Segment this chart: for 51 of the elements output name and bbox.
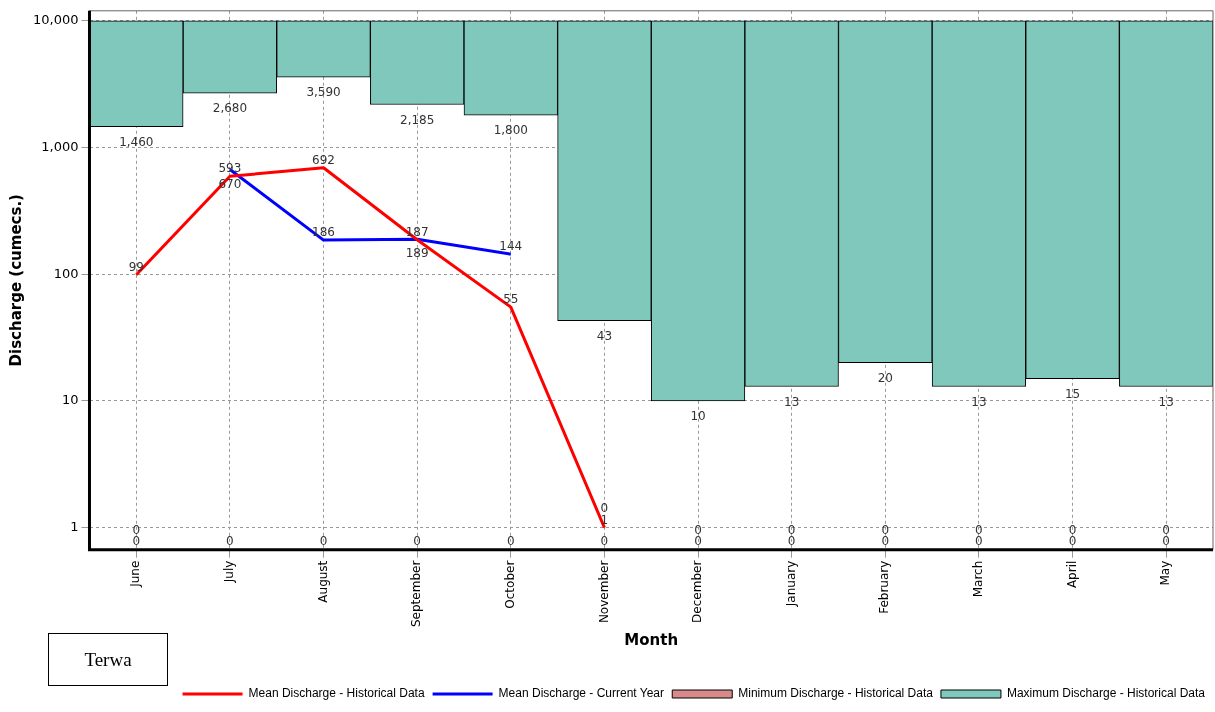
annotation: 10 xyxy=(690,409,706,424)
annotation: 13 xyxy=(971,394,987,409)
y-tick-label: 1,000 xyxy=(41,138,79,154)
x-tick-label: February xyxy=(877,560,892,614)
text: 0 xyxy=(506,533,515,548)
y-tick-label: 1 xyxy=(70,519,79,535)
legend-label: Minimum Discharge - Historical Data xyxy=(738,686,934,701)
data-label: 1 xyxy=(600,512,609,527)
x-tick-label: June xyxy=(128,560,143,588)
annotation: 2,680 xyxy=(212,101,248,116)
x-tick-label: September xyxy=(409,560,424,627)
y-axis-title: Discharge (cumecs.) xyxy=(6,194,25,367)
y-tick-label: 10,000 xyxy=(32,12,79,28)
text: 0 xyxy=(226,533,234,548)
x-tick-label: December xyxy=(690,560,705,623)
text: 0 xyxy=(600,500,609,515)
y-tick-label: 10 xyxy=(61,392,79,408)
annotation: 20 xyxy=(877,370,893,385)
text: 0 xyxy=(413,533,421,548)
legend-label: Mean Discharge - Current Year xyxy=(498,686,665,701)
annotation: 2,185 xyxy=(400,112,435,127)
y-tick-label: 100 xyxy=(53,265,79,281)
annotation: 13 xyxy=(1158,394,1174,409)
data-label: 99 xyxy=(128,259,144,274)
text: 0 xyxy=(319,533,328,548)
text: Terwa xyxy=(48,633,168,686)
annotation: 3,590 xyxy=(306,85,341,100)
annotation: 1,460 xyxy=(119,134,154,149)
x-tick-label: July xyxy=(222,560,237,584)
data-label: 692 xyxy=(312,152,336,167)
annotation: 43 xyxy=(596,328,613,343)
legend-label: Maximum Discharge - Historical Data xyxy=(1006,686,1206,701)
x-tick-label: January xyxy=(783,560,798,608)
x-tick-label: August xyxy=(315,560,330,603)
data-label: 144 xyxy=(499,239,523,254)
data-label: 186 xyxy=(312,225,336,240)
x-tick-label: November xyxy=(596,560,611,624)
data-label: 189 xyxy=(405,246,429,261)
annotation: 15 xyxy=(1064,386,1081,401)
text: 0 xyxy=(600,533,609,548)
data-label: 187 xyxy=(405,224,429,239)
x-tick-label: May xyxy=(1158,560,1173,586)
x-tick-label: April xyxy=(1064,560,1079,589)
x-axis-title: Month xyxy=(624,630,679,649)
annotation: 1,800 xyxy=(493,123,528,138)
data-label: 593 xyxy=(218,161,242,176)
annotation: 13 xyxy=(784,394,800,409)
x-tick-label: October xyxy=(502,560,517,609)
legend-label: Mean Discharge - Historical Data xyxy=(248,686,425,701)
x-tick-label: March xyxy=(971,560,986,598)
data-label: 55 xyxy=(503,292,519,307)
